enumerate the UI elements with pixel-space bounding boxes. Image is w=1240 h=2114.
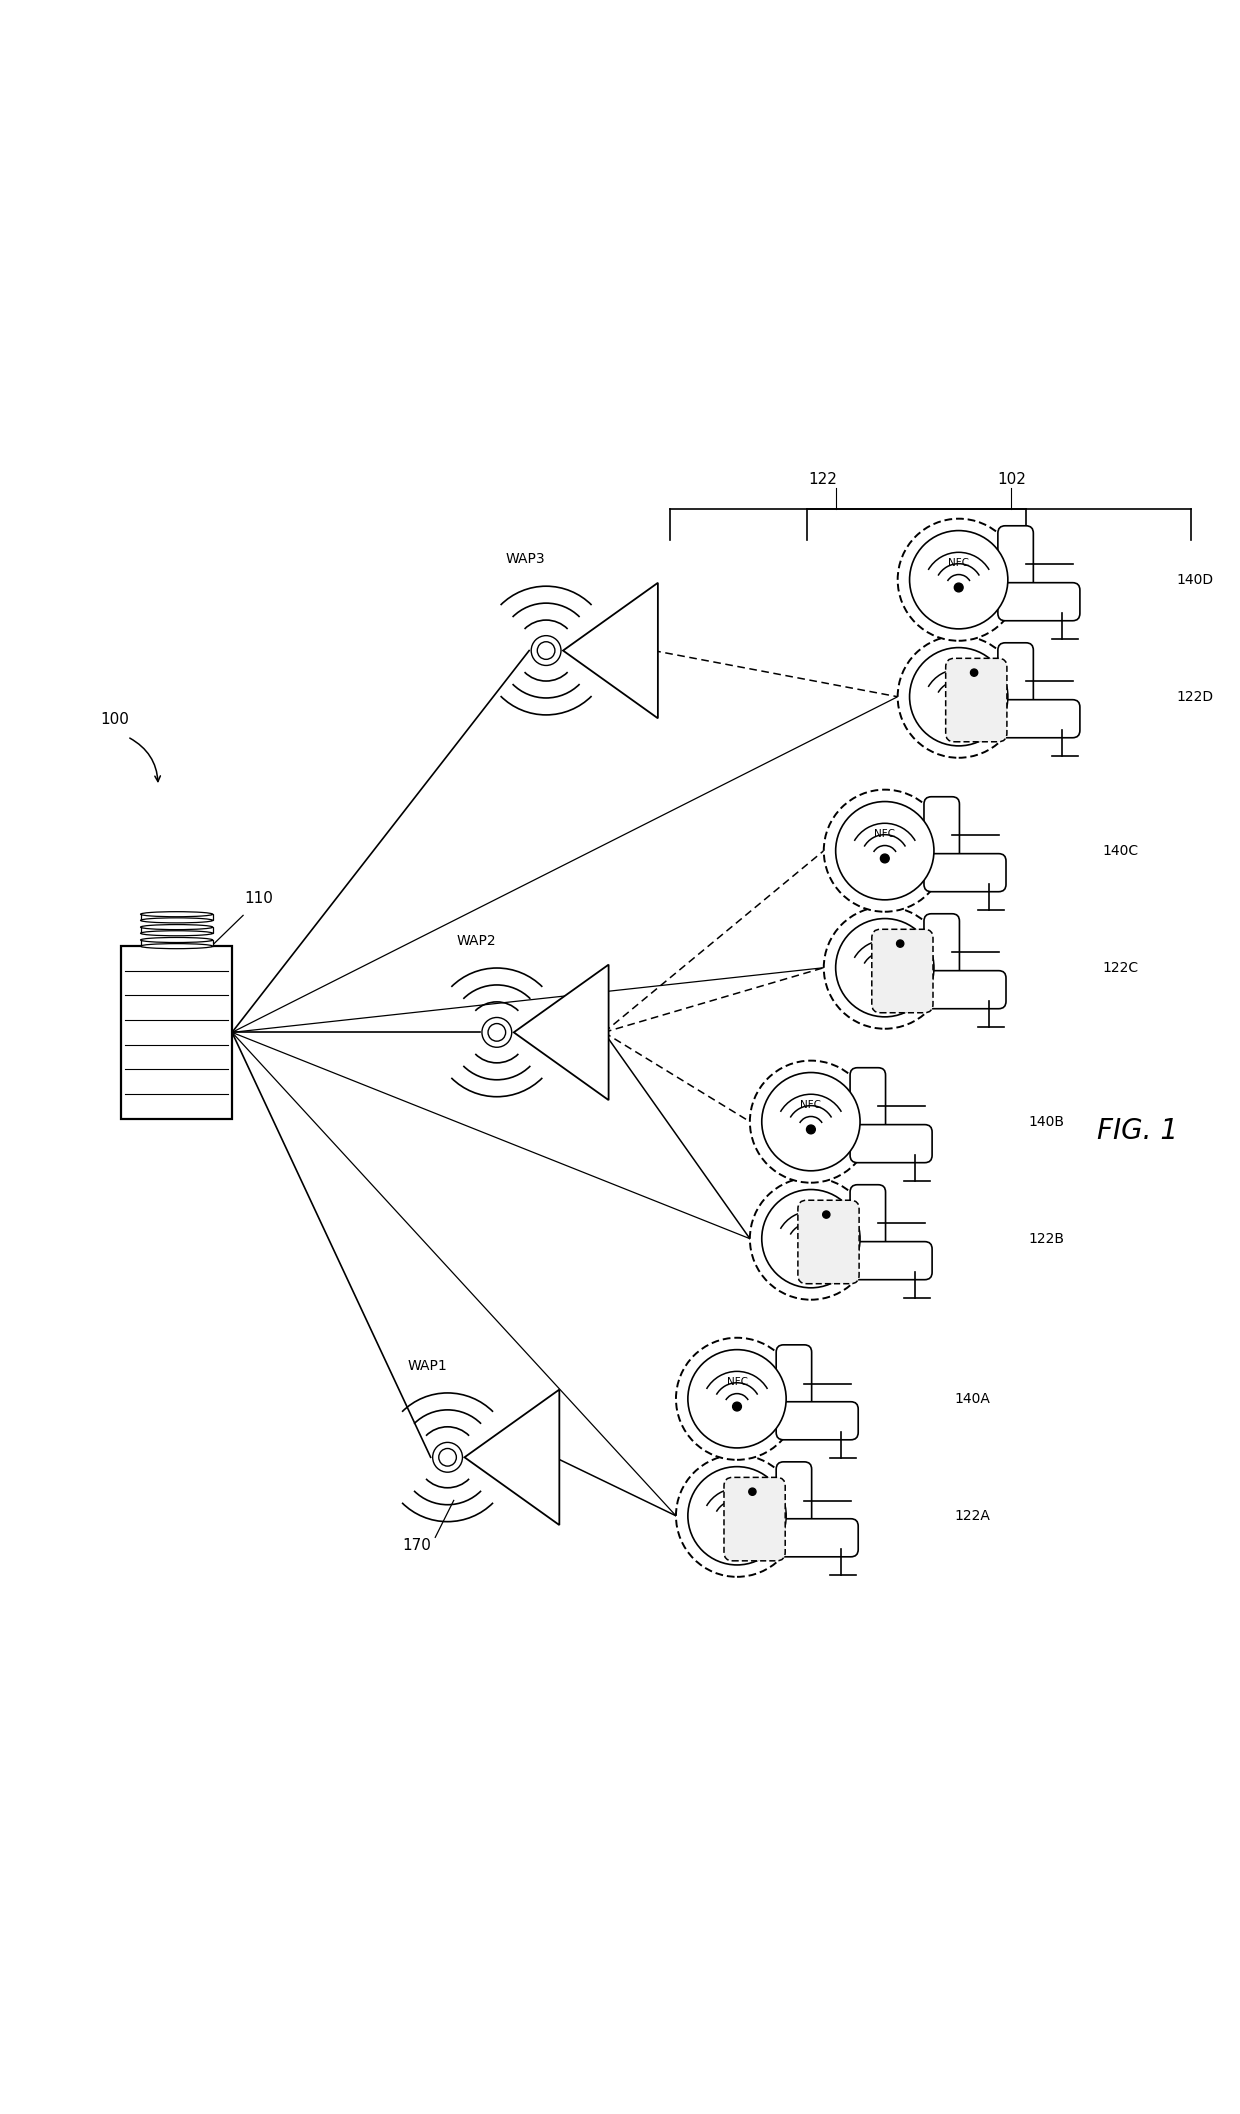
Bar — [140, 941, 212, 947]
Bar — [122, 947, 232, 1118]
Text: 122A: 122A — [955, 1509, 991, 1522]
Circle shape — [761, 1190, 861, 1287]
Text: FIG. 1: FIG. 1 — [1097, 1116, 1178, 1146]
Circle shape — [971, 668, 977, 676]
Circle shape — [688, 1349, 786, 1448]
FancyBboxPatch shape — [776, 1463, 812, 1533]
Ellipse shape — [140, 911, 212, 917]
FancyBboxPatch shape — [924, 854, 1006, 892]
FancyBboxPatch shape — [724, 1478, 785, 1560]
Text: NFC: NFC — [727, 1376, 748, 1387]
Polygon shape — [563, 583, 658, 719]
Text: 170: 170 — [402, 1537, 432, 1552]
FancyBboxPatch shape — [924, 797, 960, 869]
Circle shape — [836, 920, 934, 1017]
Ellipse shape — [140, 917, 212, 924]
FancyBboxPatch shape — [872, 930, 932, 1013]
Circle shape — [880, 970, 889, 981]
FancyBboxPatch shape — [851, 1241, 932, 1279]
Text: NFC: NFC — [949, 558, 970, 569]
Circle shape — [898, 518, 1019, 641]
Ellipse shape — [140, 943, 212, 949]
Text: WAP1: WAP1 — [408, 1359, 448, 1372]
FancyBboxPatch shape — [998, 583, 1080, 622]
Polygon shape — [513, 964, 609, 1099]
Ellipse shape — [140, 937, 212, 943]
Circle shape — [531, 636, 560, 666]
FancyBboxPatch shape — [797, 1201, 859, 1283]
FancyBboxPatch shape — [851, 1068, 885, 1139]
Text: 122D: 122D — [1176, 689, 1213, 704]
Text: 100: 100 — [100, 712, 129, 727]
Ellipse shape — [140, 930, 212, 937]
Circle shape — [880, 854, 889, 863]
FancyBboxPatch shape — [998, 643, 1033, 715]
Text: 122C: 122C — [1102, 960, 1138, 975]
Circle shape — [688, 1467, 786, 1564]
Text: 140B: 140B — [1028, 1114, 1064, 1129]
Circle shape — [822, 1211, 830, 1218]
Text: 102: 102 — [997, 471, 1025, 486]
Text: WAP3: WAP3 — [506, 552, 546, 567]
Circle shape — [749, 1488, 756, 1495]
Polygon shape — [465, 1389, 559, 1524]
Circle shape — [823, 791, 946, 911]
Circle shape — [489, 1023, 506, 1042]
Text: 140D: 140D — [1176, 573, 1213, 588]
Circle shape — [537, 643, 556, 660]
Circle shape — [836, 801, 934, 901]
FancyBboxPatch shape — [924, 970, 1006, 1008]
FancyBboxPatch shape — [776, 1518, 858, 1556]
Circle shape — [750, 1061, 872, 1182]
Text: 122B: 122B — [1028, 1232, 1064, 1245]
FancyBboxPatch shape — [776, 1345, 812, 1416]
Circle shape — [482, 1017, 512, 1046]
FancyBboxPatch shape — [946, 657, 1007, 742]
FancyBboxPatch shape — [776, 1402, 858, 1440]
Circle shape — [733, 1520, 742, 1528]
Circle shape — [439, 1448, 456, 1467]
Circle shape — [750, 1177, 872, 1300]
FancyBboxPatch shape — [998, 526, 1033, 598]
FancyBboxPatch shape — [924, 913, 960, 985]
Bar — [140, 913, 212, 920]
Circle shape — [676, 1454, 799, 1577]
Text: NFC: NFC — [949, 674, 970, 685]
Circle shape — [761, 1072, 861, 1171]
Bar — [140, 928, 212, 932]
Circle shape — [898, 636, 1019, 757]
Text: NFC: NFC — [727, 1495, 748, 1505]
Text: 122: 122 — [808, 471, 838, 486]
Circle shape — [806, 1243, 816, 1251]
Ellipse shape — [140, 924, 212, 930]
FancyBboxPatch shape — [851, 1184, 885, 1256]
Circle shape — [897, 941, 904, 947]
Text: WAP2: WAP2 — [456, 934, 496, 947]
Text: NFC: NFC — [874, 829, 895, 839]
FancyBboxPatch shape — [851, 1125, 932, 1163]
Circle shape — [955, 700, 963, 708]
Text: NFC: NFC — [800, 1218, 821, 1226]
Text: 110: 110 — [244, 890, 273, 907]
Text: 140A: 140A — [955, 1391, 991, 1406]
Circle shape — [806, 1125, 816, 1133]
Circle shape — [676, 1338, 799, 1461]
Text: 140C: 140C — [1102, 843, 1138, 858]
Text: NFC: NFC — [874, 947, 895, 956]
Circle shape — [733, 1402, 742, 1410]
Circle shape — [910, 531, 1008, 628]
Text: NFC: NFC — [800, 1099, 821, 1110]
Circle shape — [955, 583, 963, 592]
Circle shape — [433, 1442, 463, 1471]
FancyBboxPatch shape — [998, 700, 1080, 738]
Circle shape — [910, 647, 1008, 746]
Circle shape — [823, 907, 946, 1030]
